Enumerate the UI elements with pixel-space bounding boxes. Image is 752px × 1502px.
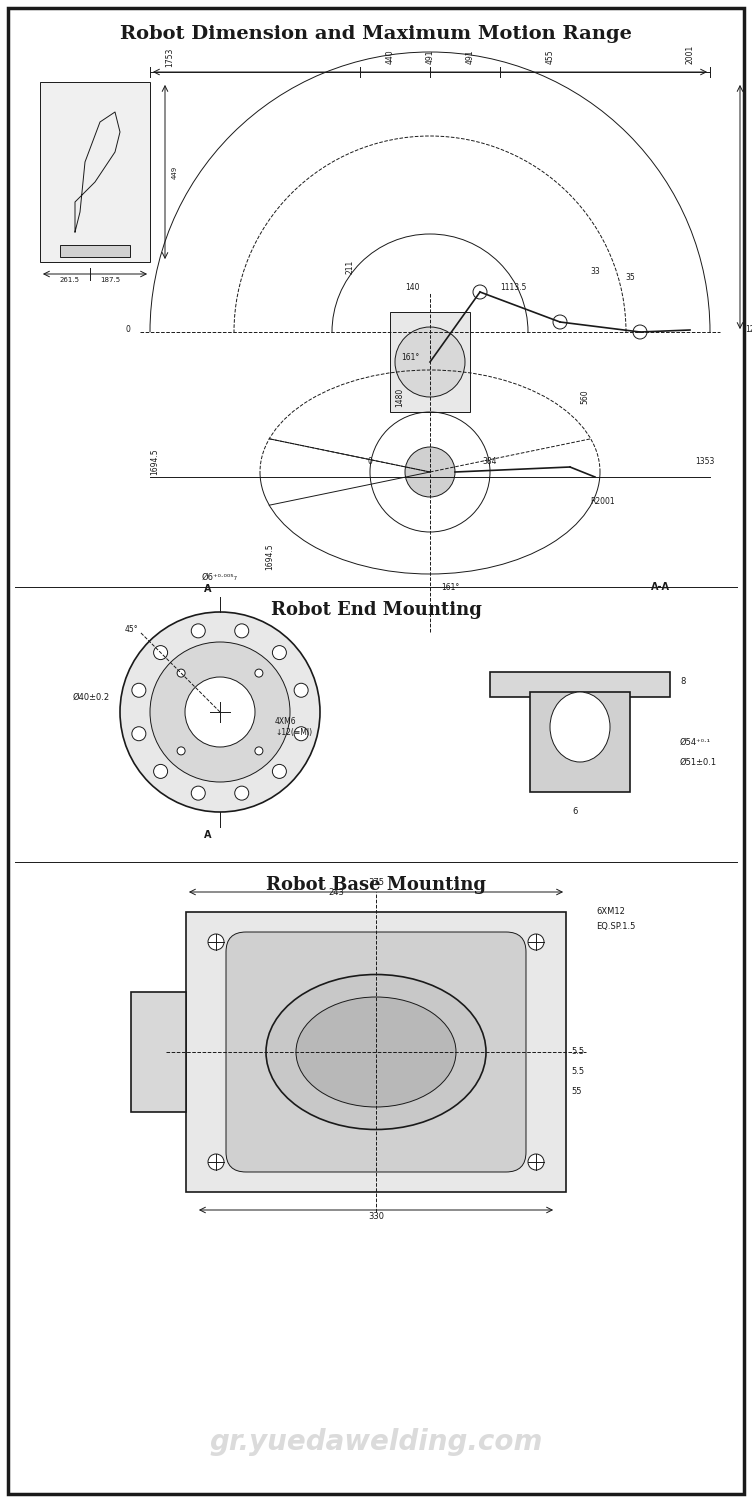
Circle shape xyxy=(150,641,290,783)
Circle shape xyxy=(208,1154,224,1170)
Text: Robot End Mounting: Robot End Mounting xyxy=(271,601,481,619)
Text: 6: 6 xyxy=(572,807,578,816)
Text: 330: 330 xyxy=(368,1212,384,1221)
Circle shape xyxy=(272,646,287,659)
Bar xyxy=(131,991,186,1111)
Circle shape xyxy=(191,623,205,638)
Circle shape xyxy=(120,611,320,813)
Circle shape xyxy=(208,934,224,949)
Text: 449: 449 xyxy=(172,165,178,179)
Text: 161°: 161° xyxy=(401,353,419,362)
Circle shape xyxy=(255,668,263,677)
Text: 1353: 1353 xyxy=(696,458,714,467)
Circle shape xyxy=(294,727,308,740)
Text: 1753: 1753 xyxy=(165,48,174,68)
Text: 8: 8 xyxy=(680,677,685,686)
Text: 1480: 1480 xyxy=(396,388,405,407)
Text: 1113.5: 1113.5 xyxy=(500,282,526,291)
Text: 0: 0 xyxy=(368,458,372,467)
Text: 35: 35 xyxy=(625,272,635,281)
Text: 45°: 45° xyxy=(124,625,138,634)
Text: 1260: 1260 xyxy=(745,326,752,335)
Circle shape xyxy=(153,646,168,659)
Text: 6XM12: 6XM12 xyxy=(596,907,625,916)
Circle shape xyxy=(177,746,185,756)
Bar xyxy=(40,83,150,261)
Circle shape xyxy=(235,623,249,638)
Text: Ø6⁺⁰·⁰⁰⁵₇: Ø6⁺⁰·⁰⁰⁵₇ xyxy=(202,572,238,581)
Circle shape xyxy=(473,285,487,299)
Text: 33: 33 xyxy=(590,267,600,276)
Text: 1694.5: 1694.5 xyxy=(265,544,274,571)
Text: 491: 491 xyxy=(465,50,475,65)
Circle shape xyxy=(528,934,544,949)
Circle shape xyxy=(132,683,146,697)
Circle shape xyxy=(153,765,168,778)
Text: Ø40±0.2: Ø40±0.2 xyxy=(73,692,110,701)
Text: A: A xyxy=(205,831,212,840)
Text: Ø54⁺⁰·¹: Ø54⁺⁰·¹ xyxy=(680,737,711,746)
Text: Ø51±0.1: Ø51±0.1 xyxy=(680,757,717,766)
Bar xyxy=(390,312,470,412)
Ellipse shape xyxy=(550,692,610,762)
Ellipse shape xyxy=(266,975,486,1130)
Text: 261.5: 261.5 xyxy=(60,276,80,282)
Circle shape xyxy=(132,727,146,740)
Circle shape xyxy=(272,765,287,778)
Circle shape xyxy=(255,746,263,756)
Circle shape xyxy=(294,683,308,697)
FancyBboxPatch shape xyxy=(226,933,526,1172)
Text: Robot Dimension and Maximum Motion Range: Robot Dimension and Maximum Motion Range xyxy=(120,26,632,44)
Circle shape xyxy=(235,786,249,801)
Circle shape xyxy=(528,1154,544,1170)
Text: 161°: 161° xyxy=(441,583,459,592)
Text: 5.5: 5.5 xyxy=(571,1068,584,1077)
Text: A-A: A-A xyxy=(650,581,669,592)
Text: 455: 455 xyxy=(545,50,554,65)
Text: 1694.5: 1694.5 xyxy=(150,449,159,475)
Text: 2001: 2001 xyxy=(686,45,695,65)
Text: 384: 384 xyxy=(483,458,497,467)
Circle shape xyxy=(553,315,567,329)
Circle shape xyxy=(405,448,455,497)
Text: 55: 55 xyxy=(571,1087,581,1096)
Text: gr.yuedawelding.com: gr.yuedawelding.com xyxy=(209,1428,543,1455)
Text: R2001: R2001 xyxy=(590,497,614,506)
Text: 211: 211 xyxy=(345,260,354,275)
Text: A: A xyxy=(205,584,212,593)
Text: 187.5: 187.5 xyxy=(100,276,120,282)
Text: 375: 375 xyxy=(368,879,384,888)
Text: Robot Base Mounting: Robot Base Mounting xyxy=(266,876,486,894)
Bar xyxy=(490,671,670,697)
Text: 491: 491 xyxy=(426,50,435,65)
Text: 4XM6
↓12(≡MI): 4XM6 ↓12(≡MI) xyxy=(275,718,312,736)
Text: 243: 243 xyxy=(328,888,344,897)
Circle shape xyxy=(191,786,205,801)
Bar xyxy=(60,245,130,257)
Text: 440: 440 xyxy=(386,50,395,65)
Bar xyxy=(186,912,566,1193)
Bar xyxy=(530,692,630,792)
Circle shape xyxy=(185,677,255,746)
Circle shape xyxy=(395,327,465,397)
Circle shape xyxy=(177,668,185,677)
Text: 0: 0 xyxy=(125,326,130,335)
Ellipse shape xyxy=(296,997,456,1107)
Circle shape xyxy=(633,324,647,339)
Text: 560: 560 xyxy=(581,389,590,404)
Text: 5.5: 5.5 xyxy=(571,1047,584,1056)
Text: 140: 140 xyxy=(405,282,420,291)
Text: EQ.SP.1.5: EQ.SP.1.5 xyxy=(596,922,635,931)
